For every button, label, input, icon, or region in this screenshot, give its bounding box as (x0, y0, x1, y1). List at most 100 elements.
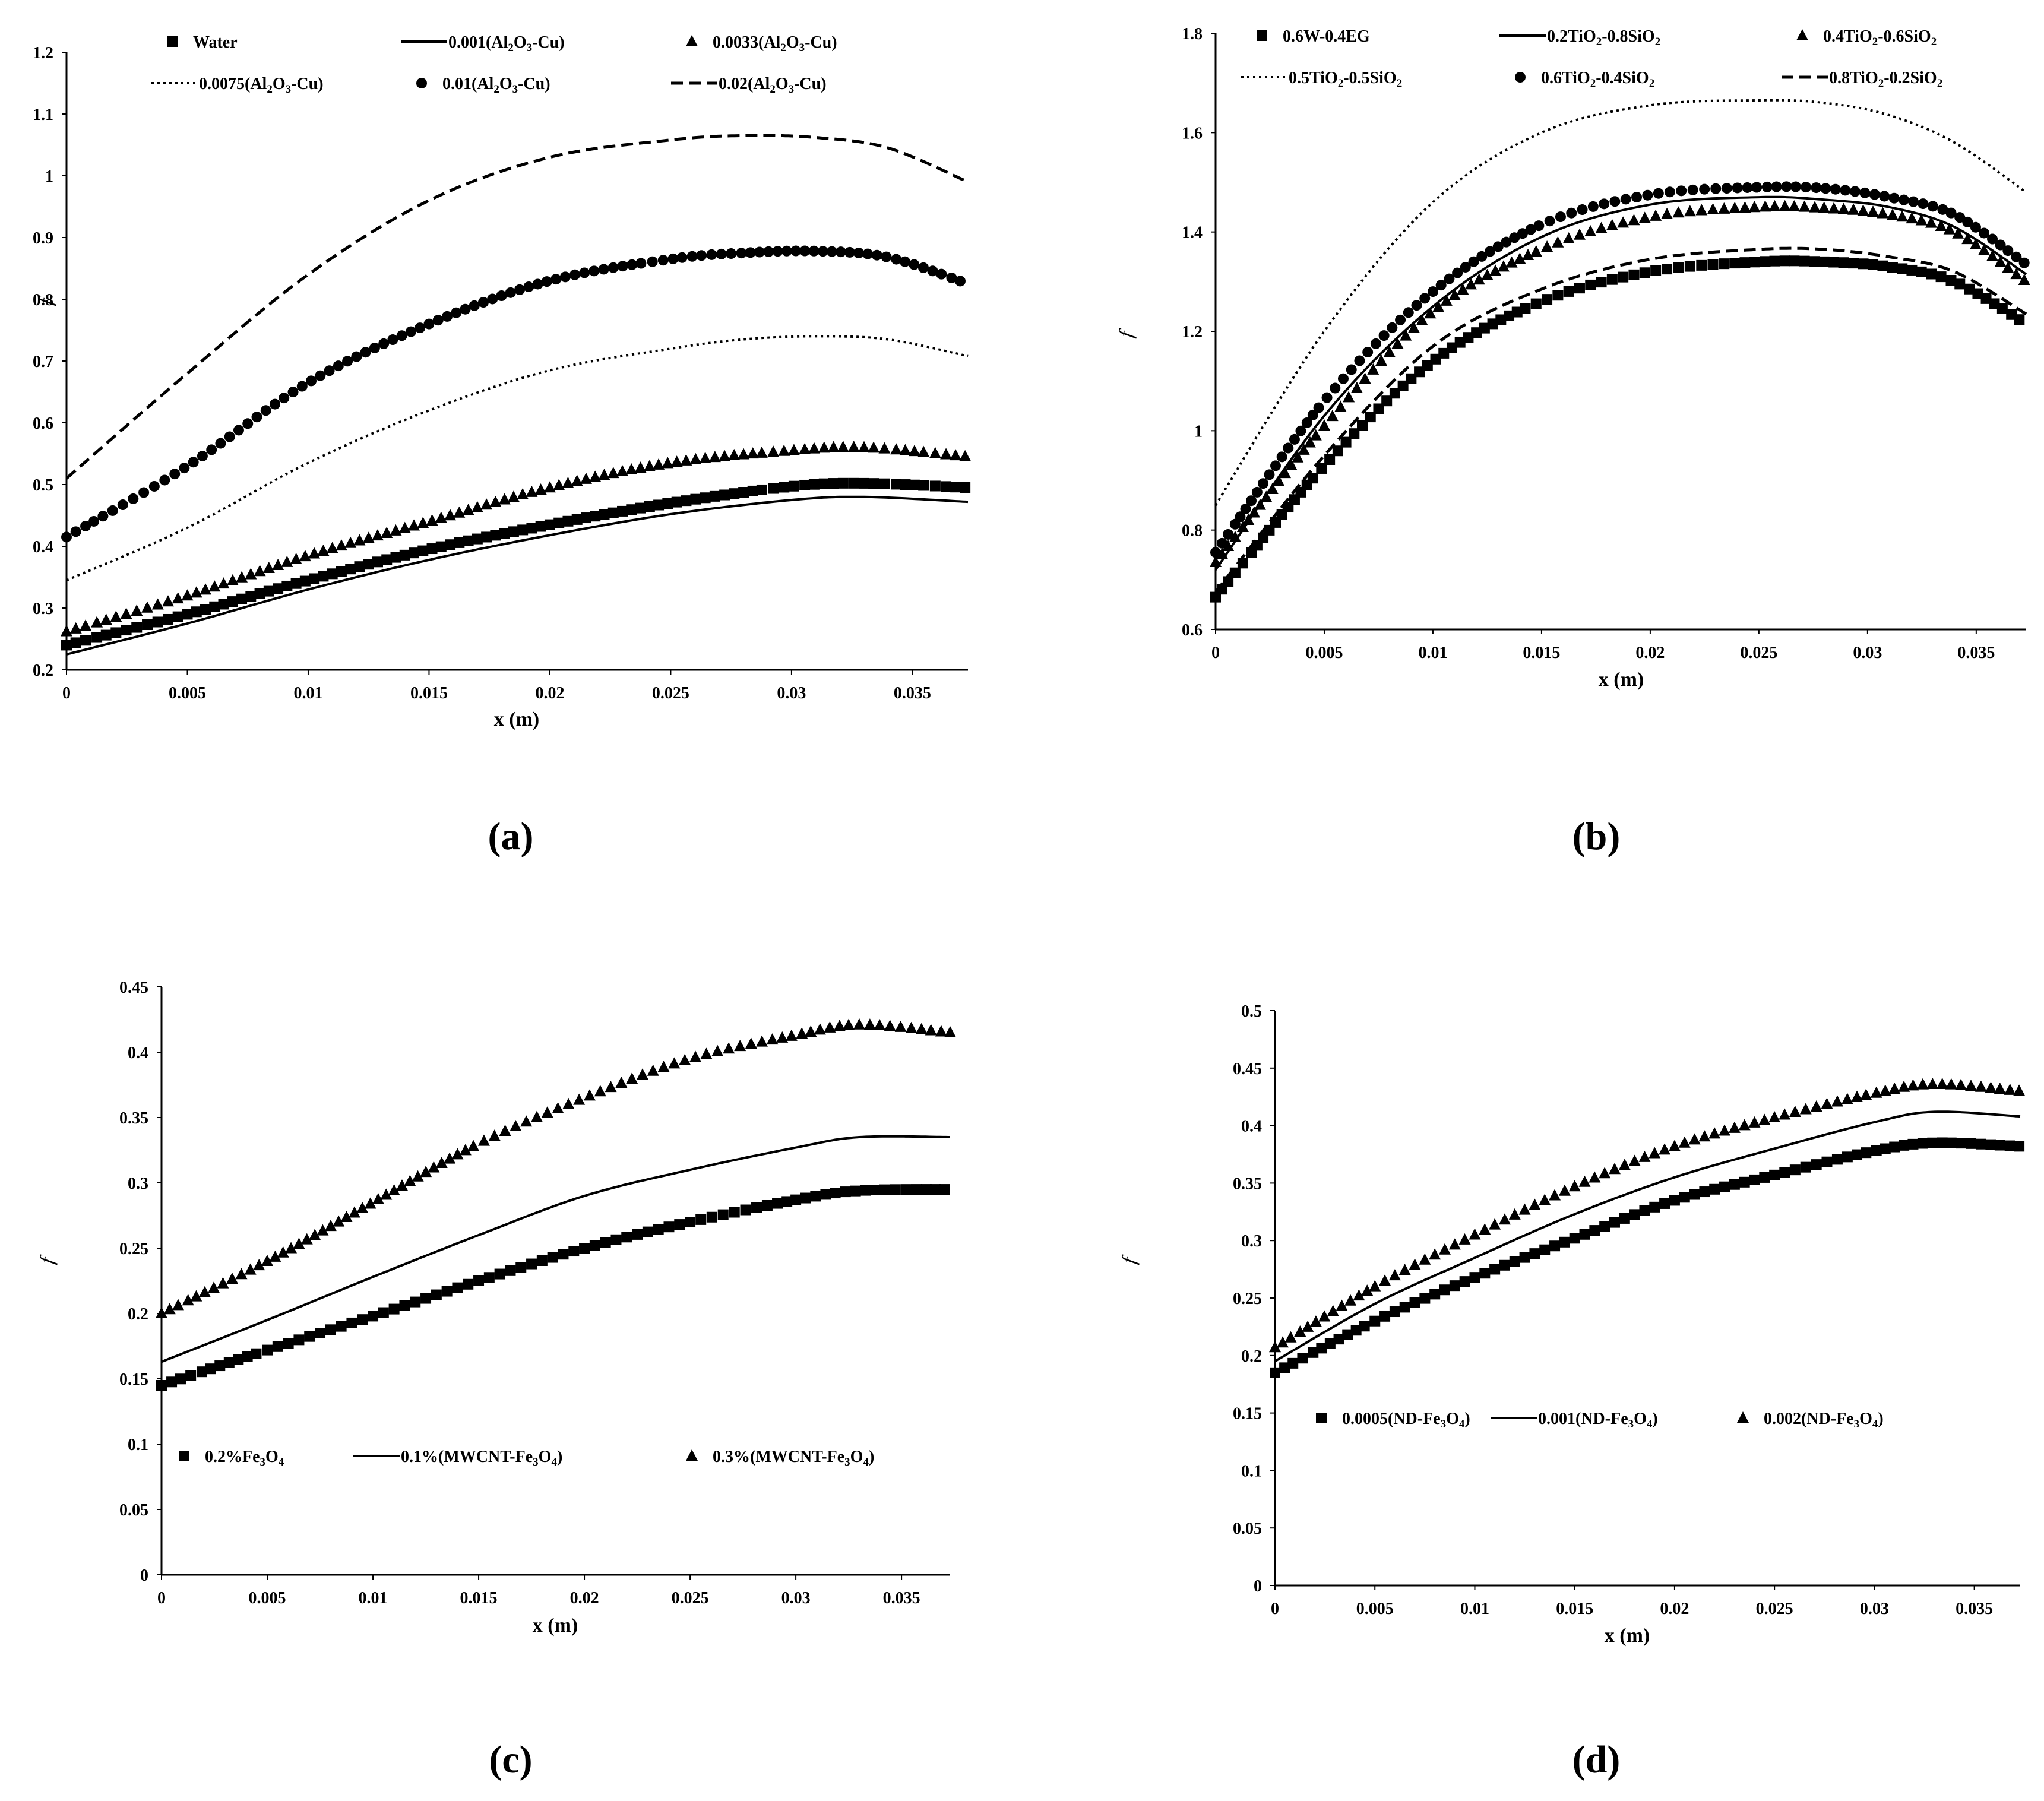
data-point (1216, 537, 1227, 549)
y-tick-label: 1.2 (33, 44, 53, 62)
x-axis-label: x (m) (1605, 1625, 1650, 1647)
data-point (517, 524, 529, 536)
data-point (218, 599, 229, 610)
data-point (510, 1119, 522, 1131)
data-point (790, 1194, 802, 1205)
data-point (717, 1209, 729, 1220)
data-point (1599, 1167, 1611, 1179)
data-point (432, 315, 444, 326)
data-point (853, 1018, 865, 1030)
data-point (799, 442, 811, 454)
data-point (1985, 1139, 1996, 1150)
data-point (409, 547, 420, 559)
legend-subscript: 4 (1872, 1418, 1878, 1430)
data-point (473, 1275, 485, 1286)
data-point (363, 559, 374, 570)
data-point (911, 1184, 922, 1195)
legend-label: 0.002(ND-Fe3O4) (1764, 1410, 1884, 1430)
data-point (191, 606, 202, 618)
legend-subscript: 4 (863, 1456, 869, 1468)
y-tick-label: 1 (45, 167, 53, 186)
data-point (1841, 1093, 1853, 1104)
y-tick-label: 0.35 (119, 1109, 148, 1128)
data-point (626, 1072, 638, 1084)
data-point (1406, 373, 1417, 384)
data-point (915, 1023, 928, 1034)
data-point (552, 1102, 564, 1113)
data-point (1788, 200, 1801, 211)
data-point (417, 545, 429, 556)
data-point (1676, 185, 1687, 197)
data-point (381, 527, 393, 539)
data-point (1367, 363, 1379, 375)
data-point (1479, 1268, 1491, 1279)
data-point (1719, 1181, 1730, 1192)
y-tick-label: 0.6 (1182, 621, 1203, 640)
data-point (626, 504, 637, 515)
data-point (1210, 547, 1221, 558)
legend-subscript: 4 (551, 1456, 557, 1468)
data-point (1222, 540, 1235, 552)
data-point (356, 1201, 369, 1213)
legend-label: 0.8TiO2-0.2SiO2 (1829, 69, 1942, 90)
data-point (1906, 212, 1918, 224)
data-point (1579, 1229, 1590, 1240)
data-point (1956, 1138, 1967, 1149)
data-point (681, 495, 692, 507)
data-point (755, 446, 768, 458)
data-point (740, 1204, 751, 1216)
data-point (1975, 1080, 1987, 1092)
data-point (716, 248, 727, 259)
data-point (281, 580, 293, 591)
data-point (1469, 1228, 1481, 1240)
legend-text: 0.6W-0.4EG (1283, 27, 1370, 46)
data-point (1287, 1357, 1299, 1369)
data-point (1568, 1180, 1581, 1192)
y-tick-label: 1 (1194, 422, 1203, 441)
data-point (166, 1376, 178, 1388)
data-point (404, 1175, 416, 1186)
data-point (1463, 332, 1474, 343)
data-point (1662, 264, 1673, 275)
x-tick-label: 0.01 (1418, 644, 1447, 662)
data-point (719, 489, 730, 501)
data-point (1897, 263, 1908, 274)
data-point (1419, 1293, 1431, 1304)
x-tick-label: 0.015 (460, 1589, 498, 1607)
data-point (1336, 1299, 1348, 1311)
data-point (935, 1025, 947, 1037)
data-point (1927, 1137, 1938, 1148)
y-tick-label: 0.2 (128, 1305, 148, 1324)
data-point (536, 1255, 548, 1266)
data-point (1365, 412, 1376, 423)
legend-subscript: 2 (1397, 77, 1403, 90)
data-point (643, 460, 656, 471)
y-tick-label: 0.35 (1233, 1175, 1262, 1193)
data-point (1994, 1140, 2005, 1151)
y-tick-label: 0.4 (1241, 1118, 1262, 1136)
data-point (1961, 233, 1974, 245)
data-point (251, 1348, 262, 1359)
data-point (1687, 184, 1698, 195)
data-point (242, 1351, 253, 1362)
data-point (172, 1299, 185, 1311)
data-point (1779, 255, 1790, 267)
data-point (1498, 1213, 1511, 1225)
data-point (1438, 1243, 1451, 1255)
legend-text: 0.002(ND-Fe (1764, 1410, 1854, 1428)
data-point (647, 1064, 659, 1076)
x-tick-label: 0.005 (169, 684, 206, 702)
data-point (399, 549, 410, 561)
data-point (478, 297, 489, 308)
data-point (1236, 520, 1249, 532)
data-point (1379, 1274, 1391, 1286)
legend-subscript: 2 (1878, 77, 1884, 90)
x-tick-label: 0.005 (1305, 644, 1343, 662)
data-point (635, 258, 647, 269)
data-point (381, 554, 393, 565)
data-point (558, 1249, 569, 1260)
data-point (818, 478, 830, 489)
data-point (181, 589, 194, 601)
legend-text: -Cu) (794, 75, 826, 93)
data-point (1419, 1253, 1431, 1265)
